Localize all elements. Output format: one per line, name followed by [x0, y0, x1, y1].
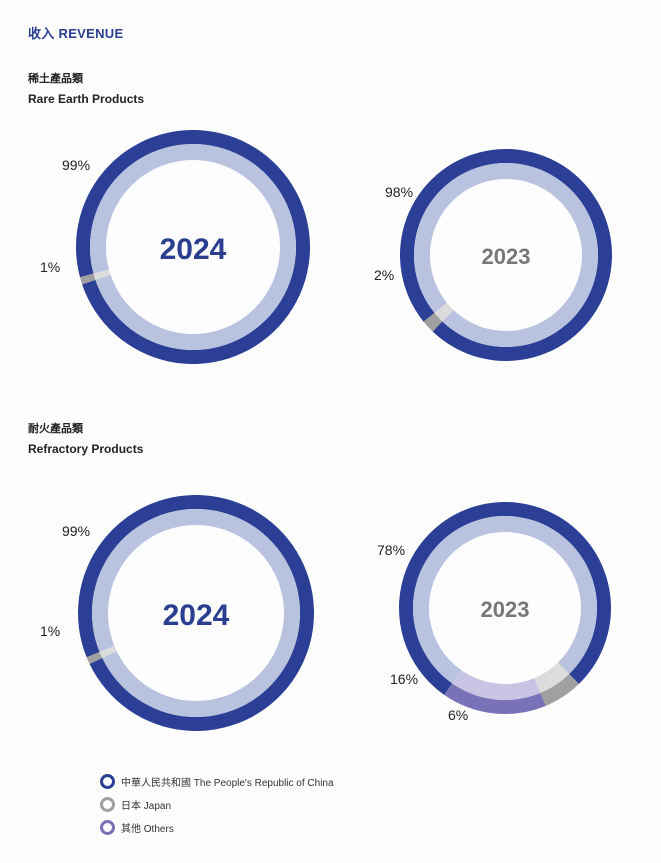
rare-earth-title-zh: 稀土產品類	[28, 73, 83, 85]
slice-label-japan: 2%	[374, 267, 394, 283]
slice-others-inner	[452, 670, 541, 701]
slice-japan-outer	[423, 312, 443, 332]
center-year-label: 2024	[160, 233, 227, 266]
legend-label-others: 其他 Others	[121, 824, 174, 835]
slice-japan-outer	[540, 673, 579, 706]
legend: 中華人民共和國 The People's Republic of China 日…	[100, 770, 334, 839]
revenue-header: 收入 REVENUE	[28, 26, 124, 41]
slice-japan-outer	[86, 651, 103, 664]
rare-earth-title-en: Rare Earth Products	[28, 92, 145, 106]
slice-japan-outer	[79, 273, 96, 285]
legend-swatch-china	[100, 774, 115, 789]
refractory-title-zh: 耐火產品類	[28, 423, 83, 435]
legend-item-japan: 日本 Japan	[100, 793, 334, 816]
legend-swatch-japan	[100, 797, 115, 812]
slice-label-china: 98%	[385, 184, 413, 200]
slice-japan-inner	[434, 302, 454, 322]
slice-label-japan: 1%	[40, 623, 60, 639]
slice-label-others: 16%	[390, 671, 418, 687]
slice-label-china: 78%	[377, 542, 405, 558]
refractory-title-en: Refractory Products	[28, 442, 144, 456]
center-year-label: 2024	[163, 599, 230, 632]
donut-chart-4: 78% 6% 16% 2023	[377, 502, 611, 723]
slice-japan-inner	[99, 645, 117, 658]
slice-others-outer	[444, 683, 546, 714]
legend-label-japan: 日本 Japan	[121, 801, 172, 812]
slice-japan-inner	[534, 662, 570, 693]
legend-item-others: 其他 Others	[100, 816, 334, 839]
slice-label-china: 99%	[62, 523, 90, 539]
donut-chart-1: 99% 1% 2024	[40, 130, 310, 365]
slice-japan-inner	[93, 269, 111, 280]
legend-swatch-others	[100, 820, 115, 835]
center-year-label: 2023	[482, 244, 531, 269]
donut-chart-2: 98% 2% 2023	[374, 148, 612, 361]
center-year-label: 2023	[481, 597, 530, 622]
donut-chart-3: 99% 1% 2024	[40, 495, 315, 732]
legend-item-china: 中華人民共和國 The People's Republic of China	[100, 770, 334, 793]
legend-label-china: 中華人民共和國 The People's Republic of China	[121, 778, 334, 789]
slice-label-china: 99%	[62, 157, 90, 173]
slice-label-japan: 6%	[448, 707, 468, 723]
slice-label-japan: 1%	[40, 259, 60, 275]
